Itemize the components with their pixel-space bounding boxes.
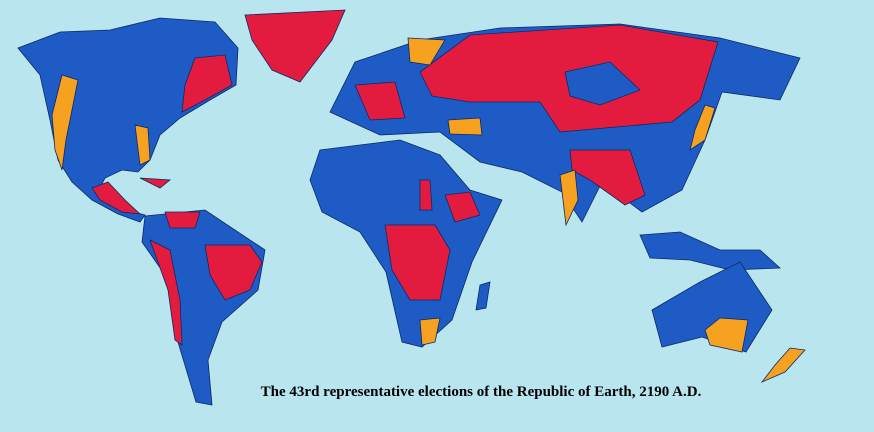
region bbox=[704, 317, 749, 353]
new-zealand bbox=[760, 347, 806, 383]
region bbox=[149, 239, 183, 346]
japan bbox=[689, 104, 716, 151]
region bbox=[91, 181, 142, 215]
region bbox=[447, 117, 483, 136]
region bbox=[164, 211, 201, 229]
region bbox=[354, 81, 406, 121]
region bbox=[134, 124, 151, 166]
region bbox=[564, 61, 641, 106]
greenland bbox=[244, 9, 346, 83]
caption: The 43rd representative elections of the… bbox=[261, 384, 702, 400]
region bbox=[51, 74, 79, 171]
region bbox=[444, 191, 481, 223]
region bbox=[559, 169, 579, 227]
madagascar bbox=[475, 281, 491, 311]
region bbox=[419, 179, 433, 211]
islands bbox=[639, 231, 781, 271]
region bbox=[181, 54, 233, 113]
region bbox=[384, 224, 451, 301]
region bbox=[204, 244, 263, 301]
north-america bbox=[17, 17, 239, 223]
region bbox=[407, 37, 446, 66]
region bbox=[139, 177, 172, 189]
region bbox=[569, 149, 646, 206]
region bbox=[419, 317, 441, 346]
